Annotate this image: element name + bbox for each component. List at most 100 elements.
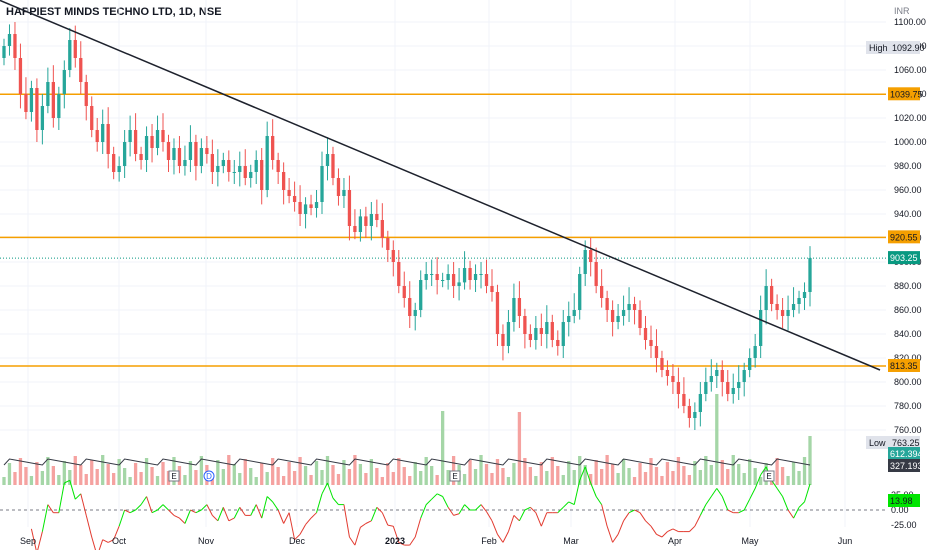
price-tick-label: 760.00 bbox=[894, 425, 922, 435]
candle-body bbox=[693, 412, 697, 418]
volume-bar bbox=[336, 474, 341, 485]
volume-bar bbox=[462, 474, 467, 485]
high-tag-label: High bbox=[869, 43, 888, 53]
volume-bar bbox=[155, 476, 160, 485]
volume-bar bbox=[616, 473, 620, 485]
candle-body bbox=[112, 154, 116, 172]
price-tick-label: 820.00 bbox=[894, 353, 922, 363]
rsi-line-segment bbox=[409, 536, 416, 546]
volume-bar bbox=[347, 469, 352, 485]
price-tick-label: 860.00 bbox=[894, 305, 922, 315]
volume-bar bbox=[292, 471, 297, 485]
volume-bar bbox=[331, 465, 335, 485]
volume-bar bbox=[221, 469, 225, 485]
candle-body bbox=[320, 166, 324, 202]
rsi-line-segment bbox=[584, 466, 592, 484]
candle-body bbox=[402, 286, 406, 298]
event-marker-label: E bbox=[452, 472, 457, 481]
rsi-line-segment bbox=[535, 512, 542, 527]
volume-bar bbox=[802, 457, 807, 485]
volume-bar bbox=[18, 458, 23, 485]
volume-bar bbox=[320, 470, 324, 485]
trendline-group bbox=[0, 0, 881, 371]
candle-body bbox=[243, 166, 247, 178]
volume-bar bbox=[737, 464, 741, 485]
rsi-line-segment bbox=[37, 531, 43, 550]
rsi-line-segment bbox=[727, 509, 734, 514]
candle-body bbox=[726, 382, 730, 394]
rsi-line-segment bbox=[80, 493, 87, 516]
rsi-line-segment bbox=[716, 488, 723, 497]
rsi-line-segment bbox=[113, 526, 120, 540]
volume-bar bbox=[73, 456, 77, 485]
rsi-value-tag: 13.98 bbox=[890, 496, 913, 506]
candle-body bbox=[578, 274, 582, 310]
rsi-line-segment bbox=[179, 517, 186, 524]
candle-body bbox=[79, 58, 83, 82]
price-tick-label: 840.00 bbox=[894, 329, 922, 339]
volume-bar bbox=[95, 469, 99, 485]
candle-body bbox=[791, 304, 796, 310]
volume-bar bbox=[2, 477, 6, 485]
candle-body bbox=[649, 340, 653, 346]
candle-body bbox=[309, 204, 313, 208]
volume-bar bbox=[249, 468, 253, 485]
candle-body bbox=[419, 280, 423, 310]
candle-body bbox=[484, 274, 489, 286]
volume-bar bbox=[643, 472, 648, 485]
volume-ma-line bbox=[3, 458, 811, 466]
level-tag-bg bbox=[888, 230, 920, 244]
time-tick-label: Sep bbox=[20, 536, 36, 546]
candle-body bbox=[46, 82, 50, 106]
rsi-line-segment bbox=[475, 504, 482, 511]
level-tag: 813.35 bbox=[890, 361, 918, 371]
volume-bars bbox=[2, 394, 812, 485]
candle-body bbox=[556, 340, 560, 346]
volume-bar bbox=[468, 460, 472, 485]
candle-body bbox=[780, 310, 785, 316]
price-tick-label: 800.00 bbox=[894, 377, 922, 387]
candle-body bbox=[506, 322, 511, 346]
volume-bar bbox=[380, 477, 384, 485]
volume-bar bbox=[397, 458, 401, 485]
rsi-line-segment bbox=[623, 512, 630, 522]
candle-body bbox=[408, 298, 412, 316]
candle-body bbox=[583, 250, 587, 274]
volume-bar bbox=[556, 466, 560, 485]
volume-bar bbox=[545, 471, 549, 485]
volume-bar bbox=[57, 475, 61, 485]
volume-bar bbox=[759, 477, 763, 485]
volume-bar bbox=[567, 461, 571, 485]
volume-bar bbox=[561, 475, 565, 485]
rsi-line-segment bbox=[754, 474, 762, 489]
candle-body bbox=[386, 238, 390, 250]
rsi-line-segment bbox=[206, 504, 213, 516]
rsi-line-segment bbox=[173, 514, 180, 519]
candle-body bbox=[144, 136, 149, 160]
candle-body bbox=[610, 310, 615, 322]
rsi-line-segment bbox=[661, 531, 668, 538]
rsi-line-segment bbox=[606, 526, 614, 543]
volume-bar bbox=[473, 469, 478, 485]
rsi-line-segment bbox=[530, 506, 537, 514]
candle-body bbox=[742, 370, 746, 382]
rsi-line-segment bbox=[573, 480, 581, 505]
candle-body bbox=[188, 142, 193, 160]
rsi-line-segment bbox=[47, 504, 54, 513]
volume-bar bbox=[748, 459, 752, 485]
price-tick-label: 1060.00 bbox=[894, 65, 927, 75]
candle-body bbox=[545, 322, 549, 334]
rsi-line-segment bbox=[721, 496, 729, 511]
rsi-line-segment bbox=[321, 482, 328, 495]
volume-bar bbox=[726, 469, 730, 485]
rsi-line-segment bbox=[743, 498, 751, 511]
volume-bar bbox=[671, 471, 675, 485]
rsi-tick-label: 0.00 bbox=[891, 505, 909, 515]
volume-bar bbox=[408, 476, 412, 485]
dividend-marker bbox=[203, 470, 215, 482]
volume-bar bbox=[112, 473, 116, 485]
candle-body bbox=[671, 376, 675, 382]
candle-body bbox=[567, 316, 571, 322]
volume-bar bbox=[199, 456, 204, 485]
